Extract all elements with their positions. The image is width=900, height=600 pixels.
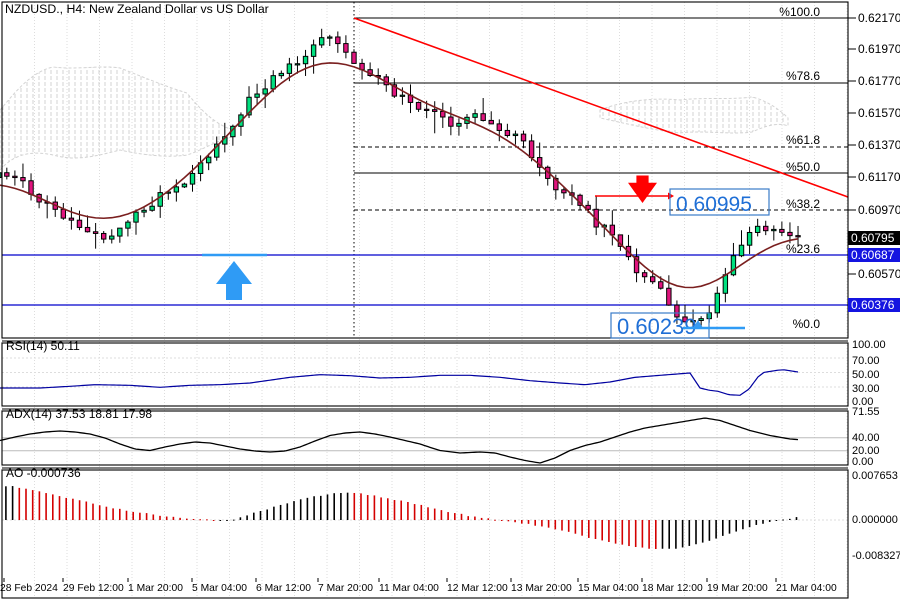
svg-text:21 Mar 04:00: 21 Mar 04:00 (776, 583, 837, 594)
svg-text:%23.6: %23.6 (786, 242, 820, 256)
svg-text:AO -0.000736: AO -0.000736 (6, 466, 81, 480)
svg-text:0.60239: 0.60239 (617, 314, 697, 339)
svg-text:5 Mar 04:00: 5 Mar 04:00 (192, 583, 247, 594)
svg-text:19 Mar 20:00: 19 Mar 20:00 (707, 583, 768, 594)
svg-text:15 Mar 04:00: 15 Mar 04:00 (578, 583, 639, 594)
svg-text:0.61570: 0.61570 (858, 106, 900, 120)
svg-text:0.60970: 0.60970 (858, 203, 900, 217)
svg-text:0.61970: 0.61970 (858, 42, 900, 56)
svg-text:70.00: 70.00 (852, 355, 880, 367)
svg-text:7 Mar 20:00: 7 Mar 20:00 (318, 583, 373, 594)
svg-text:0.60795: 0.60795 (851, 231, 895, 245)
svg-text:-0.008327: -0.008327 (852, 550, 900, 562)
svg-text:%61.8: %61.8 (786, 133, 820, 147)
svg-text:12 Mar 12:00: 12 Mar 12:00 (447, 583, 508, 594)
svg-text:0.61170: 0.61170 (858, 170, 900, 184)
svg-text:40.00: 40.00 (852, 432, 880, 444)
svg-text:0.000000: 0.000000 (852, 514, 898, 526)
svg-text:30.00: 30.00 (852, 383, 880, 395)
svg-text:1 Mar 20:00: 1 Mar 20:00 (128, 583, 183, 594)
svg-text:0.60376: 0.60376 (851, 298, 895, 312)
svg-text:RSI(14) 50.11: RSI(14) 50.11 (6, 339, 80, 353)
svg-text:0.61370: 0.61370 (858, 138, 900, 152)
svg-text:%100.0: %100.0 (779, 5, 820, 19)
svg-text:0.007653: 0.007653 (852, 470, 898, 482)
svg-text:%50.0: %50.0 (786, 160, 820, 174)
svg-text:0.60570: 0.60570 (858, 267, 900, 281)
svg-text:71.55: 71.55 (852, 406, 880, 418)
svg-text:28 Feb 2024: 28 Feb 2024 (0, 583, 58, 594)
svg-text:13 Mar 20:00: 13 Mar 20:00 (511, 583, 572, 594)
svg-text:0.60995: 0.60995 (676, 193, 752, 216)
svg-text:18 Mar 12:00: 18 Mar 12:00 (642, 583, 703, 594)
svg-text:11 Mar 04:00: 11 Mar 04:00 (379, 583, 439, 594)
svg-text:%0.0: %0.0 (793, 317, 821, 331)
svg-text:%38.2: %38.2 (786, 197, 820, 211)
svg-text:ADX(14) 37.53 18.81 17.98: ADX(14) 37.53 18.81 17.98 (6, 407, 152, 421)
svg-text:29 Feb 12:00: 29 Feb 12:00 (63, 583, 124, 594)
svg-text:NZDUSD., H4: New Zealand Doll: NZDUSD., H4: New Zealand Dollar vs US Do… (5, 2, 269, 16)
svg-text:6 Mar 12:00: 6 Mar 12:00 (256, 583, 311, 594)
svg-text:0.60687: 0.60687 (851, 248, 895, 262)
svg-text:0.62170: 0.62170 (858, 11, 900, 25)
svg-text:0.61770: 0.61770 (858, 74, 900, 88)
svg-text:50.00: 50.00 (852, 369, 880, 381)
svg-text:%78.6: %78.6 (786, 69, 820, 83)
svg-text:100.00: 100.00 (852, 339, 886, 351)
svg-text:0.00: 0.00 (852, 456, 873, 468)
